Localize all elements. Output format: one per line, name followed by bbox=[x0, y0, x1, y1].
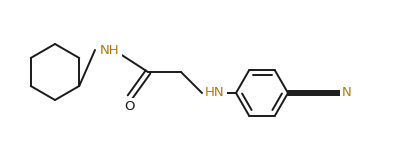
Text: N: N bbox=[342, 87, 352, 99]
Text: HN: HN bbox=[205, 87, 225, 99]
Text: O: O bbox=[124, 99, 134, 113]
Text: NH: NH bbox=[100, 44, 120, 57]
